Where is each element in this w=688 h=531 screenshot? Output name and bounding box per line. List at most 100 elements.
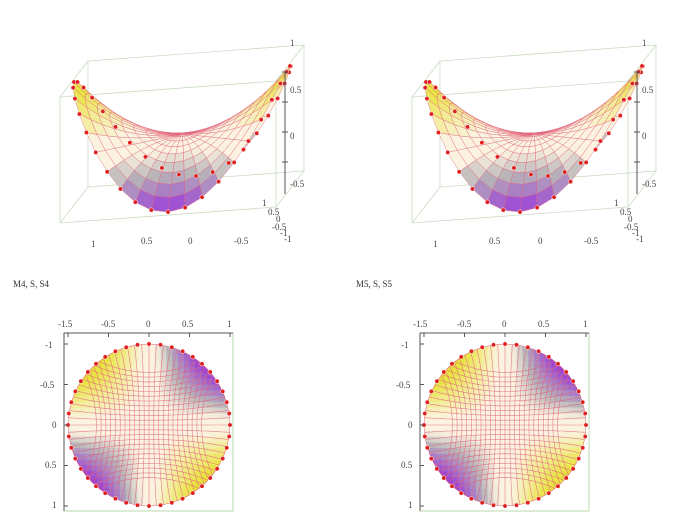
boundary-point: [580, 445, 586, 451]
boundary-point: [76, 111, 82, 117]
contour-cell: [108, 448, 115, 455]
contour-cell: [114, 459, 121, 467]
contour-cell: [557, 407, 564, 414]
contour-cell: [73, 436, 81, 443]
contour-cell: [79, 453, 86, 461]
mesh-line: [68, 443, 230, 455]
contour-cell: [149, 500, 156, 506]
contour-cell: [470, 413, 477, 420]
contour-cell: [493, 396, 500, 403]
mesh-line: [191, 344, 216, 506]
left-tick: -1: [45, 340, 53, 350]
contour-cell: [154, 448, 162, 455]
contour-cell: [464, 367, 471, 374]
contour-cell: [516, 500, 523, 506]
contour-cell: [493, 344, 500, 351]
contour-cell: [149, 372, 156, 380]
contour-cell: [505, 384, 512, 391]
contour-cell: [458, 390, 466, 397]
contour-cell: [510, 355, 518, 362]
contour-cell: [435, 367, 442, 374]
contour-cell: [447, 419, 454, 426]
contour-cell: [528, 482, 535, 490]
contour-cell: [580, 453, 586, 461]
contour-cell: [435, 390, 442, 397]
contour-cell: [137, 344, 144, 351]
contour-cell: [557, 436, 564, 443]
contour-cell: [516, 355, 523, 362]
contour-cell: [143, 349, 150, 357]
contour-cell: [505, 436, 512, 443]
contour-cell: [487, 396, 494, 403]
contour-cell: [493, 500, 500, 506]
contour-cell: [172, 396, 179, 403]
contour-cell: [218, 413, 225, 420]
contour-cell: [533, 477, 541, 484]
contour-cell: [166, 465, 173, 472]
contour-cell: [125, 448, 133, 455]
contour-cell: [499, 453, 506, 461]
contour-cell: [218, 425, 225, 432]
contour-cell: [441, 413, 448, 420]
contour-cell: [154, 494, 162, 501]
contour-cell: [545, 390, 552, 397]
contour-cell: [137, 361, 144, 368]
contour-cell: [206, 459, 214, 467]
contour-cell: [149, 488, 156, 495]
contour-cell: [493, 488, 500, 495]
contour-cell: [470, 419, 477, 426]
contour-cell: [137, 465, 144, 472]
contour-cell: [429, 436, 437, 443]
contour-cell: [516, 413, 523, 420]
contour-cell: [160, 459, 167, 467]
contour-cell: [510, 494, 518, 501]
box-edge: [59, 186, 89, 224]
boundary-point: [214, 378, 220, 384]
contour-cell: [452, 396, 460, 403]
contour-cell: [177, 413, 185, 420]
contour-cell: [177, 430, 185, 438]
contour-cell: [476, 442, 483, 449]
contour-cell: [137, 419, 144, 426]
contour-cell: [224, 430, 230, 438]
contour-cell: [201, 471, 208, 478]
contour-cell: [435, 459, 442, 467]
boundary-point: [132, 199, 138, 205]
boundary-point: [112, 348, 118, 354]
contour-cell: [441, 448, 448, 455]
contour-cell: [131, 442, 138, 449]
contour-cell: [476, 436, 483, 443]
contour-cell: [505, 390, 512, 397]
contour-cell: [166, 372, 173, 380]
contour-cell: [183, 407, 191, 414]
contour-cell: [505, 361, 512, 368]
contour-cell: [85, 436, 92, 443]
contour-cell: [580, 413, 586, 420]
boundary-point: [563, 369, 569, 375]
contour-cell: [452, 459, 460, 467]
contour-cell: [108, 442, 115, 449]
contour-cell: [441, 453, 448, 461]
contour-cell: [143, 500, 150, 506]
contour-cell: [528, 396, 535, 403]
boundary-point: [68, 445, 74, 451]
contour-cell: [183, 459, 191, 467]
contour-cell: [505, 459, 512, 467]
contour-cell: [528, 471, 535, 478]
contour-cell: [149, 448, 156, 455]
contour-cell: [533, 367, 541, 374]
contour-cell: [481, 413, 489, 420]
boundary-point: [100, 108, 106, 114]
contour-cell: [195, 436, 202, 443]
contour-cell: [149, 349, 156, 357]
box-edge: [411, 206, 629, 224]
contour-cell: [447, 407, 454, 414]
contour-cell: [120, 430, 127, 438]
contour-cell: [212, 471, 219, 478]
mesh-line: [514, 344, 520, 506]
contour-cell: [481, 384, 489, 391]
boundary-point: [629, 80, 635, 86]
contour-cell: [224, 453, 230, 461]
contour-cell: [224, 425, 230, 432]
boundary-point: [287, 63, 293, 69]
